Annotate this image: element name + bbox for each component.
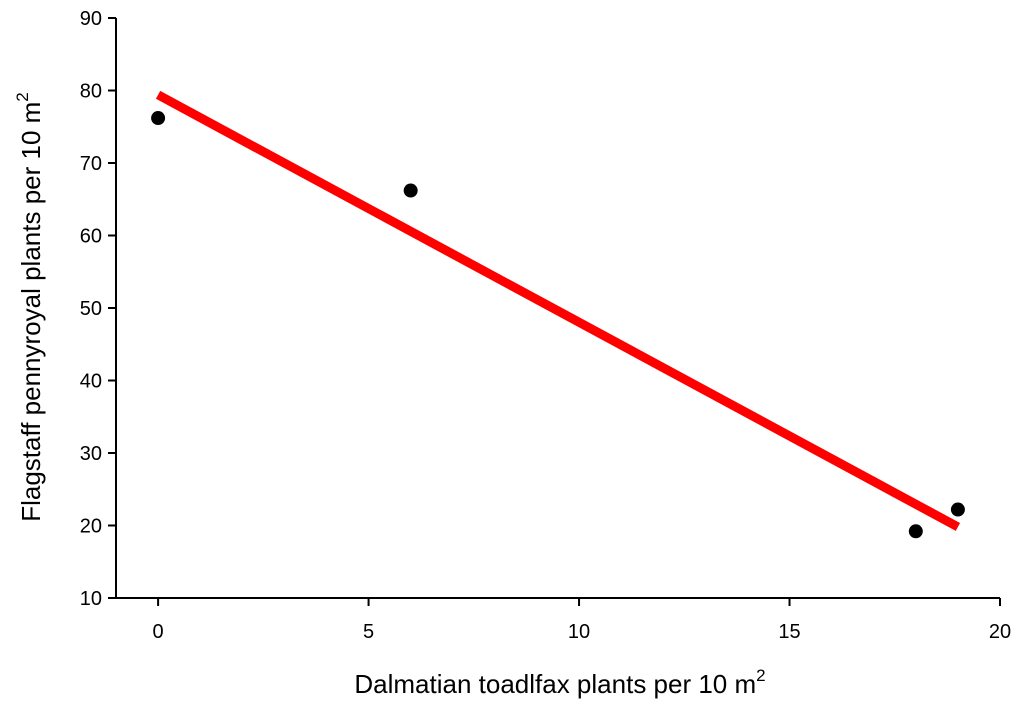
y-axis-label-superscript: 2 xyxy=(13,92,32,101)
y-tick-label: 20 xyxy=(80,516,102,538)
x-tick-label: 0 xyxy=(153,621,164,643)
y-axis-label-text: Flagstaff pennyroyal plants per 10 m xyxy=(16,102,46,522)
data-point xyxy=(151,111,166,126)
x-axis-label: Dalmatian toadlfax plants per 10 m2 xyxy=(354,666,765,699)
y-tick-label: 10 xyxy=(80,588,102,610)
y-tick-label: 80 xyxy=(80,81,102,103)
x-tick-label: 5 xyxy=(363,621,374,643)
data-point xyxy=(950,502,965,517)
y-tick-label: 40 xyxy=(80,371,102,393)
y-tick-label: 90 xyxy=(80,8,102,30)
chart-marks xyxy=(151,90,965,539)
data-point xyxy=(403,183,418,198)
regression-line xyxy=(155,90,961,531)
x-axis-label-superscript: 2 xyxy=(756,666,765,685)
axes: 10 20 30 40 50 60 70 80 90 0 5 10 15 20 xyxy=(80,8,1011,643)
data-point xyxy=(908,524,923,539)
x-tick-label: 10 xyxy=(568,621,590,643)
y-tick-label: 30 xyxy=(80,443,102,465)
y-axis-label: Flagstaff pennyroyal plants per 10 m2 xyxy=(13,92,46,522)
x-tick-label: 20 xyxy=(989,621,1011,643)
y-tick-label: 70 xyxy=(80,153,102,175)
y-tick-label: 50 xyxy=(80,298,102,320)
y-tick-label: 60 xyxy=(80,226,102,248)
x-tick-label: 15 xyxy=(778,621,800,643)
x-axis-label-text: Dalmatian toadlfax plants per 10 m xyxy=(354,669,756,699)
